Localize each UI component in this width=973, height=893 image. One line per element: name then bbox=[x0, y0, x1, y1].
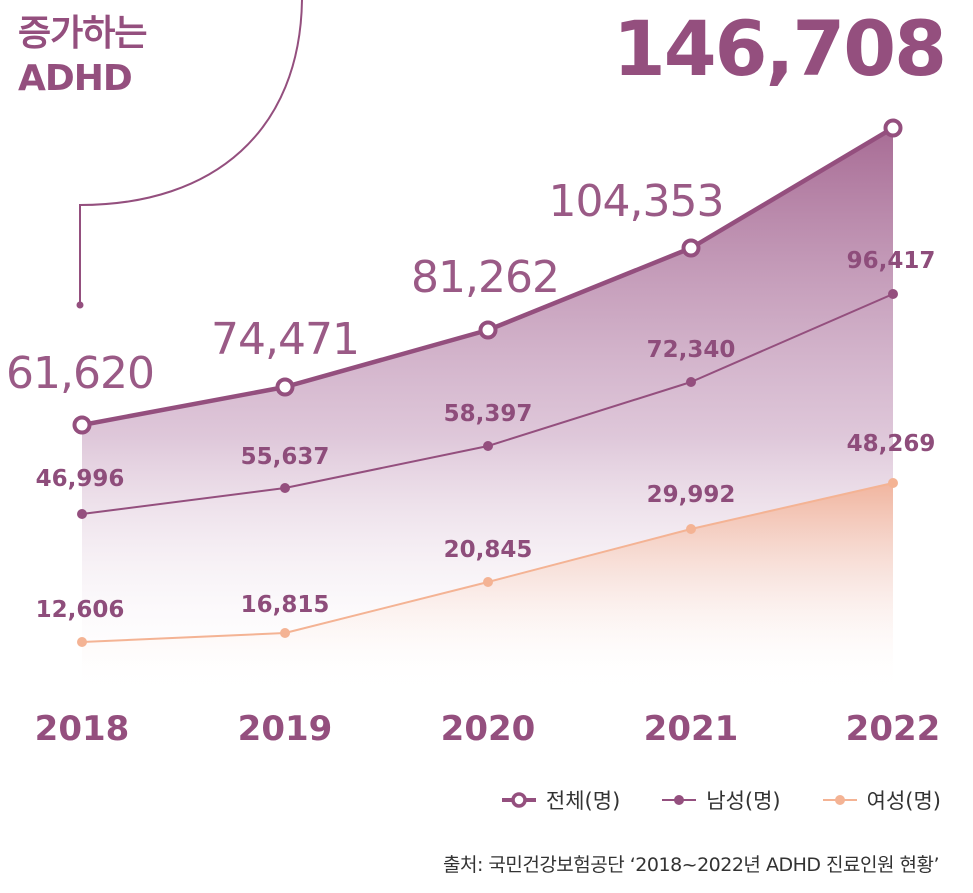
legend-female-label: 여성(명) bbox=[866, 789, 941, 813]
data-label-male-2018: 46,996 bbox=[36, 466, 125, 492]
data-label-male-2020: 58,397 bbox=[444, 401, 533, 427]
point-female-2020 bbox=[483, 577, 493, 587]
x-tick-2021: 2021 bbox=[644, 709, 739, 749]
data-label-male-2022: 96,417 bbox=[847, 248, 936, 274]
x-tick-2018: 2018 bbox=[35, 709, 130, 749]
point-total-2019 bbox=[275, 377, 295, 397]
data-label-total-2019: 74,471 bbox=[211, 314, 359, 365]
callout-bracket bbox=[76, 0, 303, 309]
data-label-female-2018: 12,606 bbox=[36, 597, 125, 623]
point-male-2020 bbox=[483, 441, 493, 451]
point-female-2019 bbox=[280, 628, 290, 638]
callout-curve bbox=[79, 0, 303, 304]
data-label-female-2019: 16,815 bbox=[241, 592, 330, 618]
point-female-2022 bbox=[888, 478, 898, 488]
source-note: 출처: 국민건강보험공단 ‘2018~2022년 ADHD 진료인원 현황’ bbox=[442, 854, 940, 876]
point-male-2019 bbox=[280, 483, 290, 493]
callout-dot bbox=[76, 301, 84, 309]
data-label-total-2022: 146,708 bbox=[613, 4, 945, 93]
legend: 전체(명) 남성(명) 여성(명) bbox=[501, 785, 941, 815]
data-label-total-2020: 81,262 bbox=[411, 252, 559, 303]
legend-male-label: 남성(명) bbox=[706, 789, 781, 813]
legend-item-male: 남성(명) bbox=[662, 785, 781, 815]
legend-female-marker bbox=[822, 795, 857, 805]
chart-title-line2: ADHD bbox=[18, 58, 133, 99]
data-label-female-2022: 48,269 bbox=[847, 431, 936, 457]
point-female-2021 bbox=[686, 524, 696, 534]
legend-male-marker bbox=[662, 795, 697, 805]
legend-total-label: 전체(명) bbox=[545, 789, 621, 813]
point-total-2022 bbox=[883, 118, 903, 138]
x-tick-2019: 2019 bbox=[238, 709, 333, 749]
point-total-2020 bbox=[478, 320, 498, 340]
point-male-2021 bbox=[686, 377, 696, 387]
chart-title-line1: 증가하는 bbox=[18, 13, 147, 54]
x-tick-2020: 2020 bbox=[441, 709, 536, 749]
legend-item-total: 전체(명) bbox=[501, 785, 621, 815]
data-label-male-2021: 72,340 bbox=[647, 337, 736, 363]
x-tick-2022: 2022 bbox=[846, 709, 941, 749]
point-female-2018 bbox=[77, 637, 87, 647]
point-total-2021 bbox=[681, 238, 701, 258]
point-male-2022 bbox=[888, 289, 898, 299]
data-label-total-2018: 61,620 bbox=[6, 348, 154, 399]
data-label-total-2021: 104,353 bbox=[549, 176, 724, 227]
data-label-male-2019: 55,637 bbox=[241, 444, 330, 470]
point-total-2018 bbox=[72, 415, 92, 435]
legend-item-female: 여성(명) bbox=[822, 785, 941, 815]
data-label-female-2021: 29,992 bbox=[647, 482, 736, 508]
data-label-female-2020: 20,845 bbox=[444, 537, 533, 563]
legend-total-marker bbox=[501, 792, 536, 808]
point-male-2018 bbox=[77, 509, 87, 519]
